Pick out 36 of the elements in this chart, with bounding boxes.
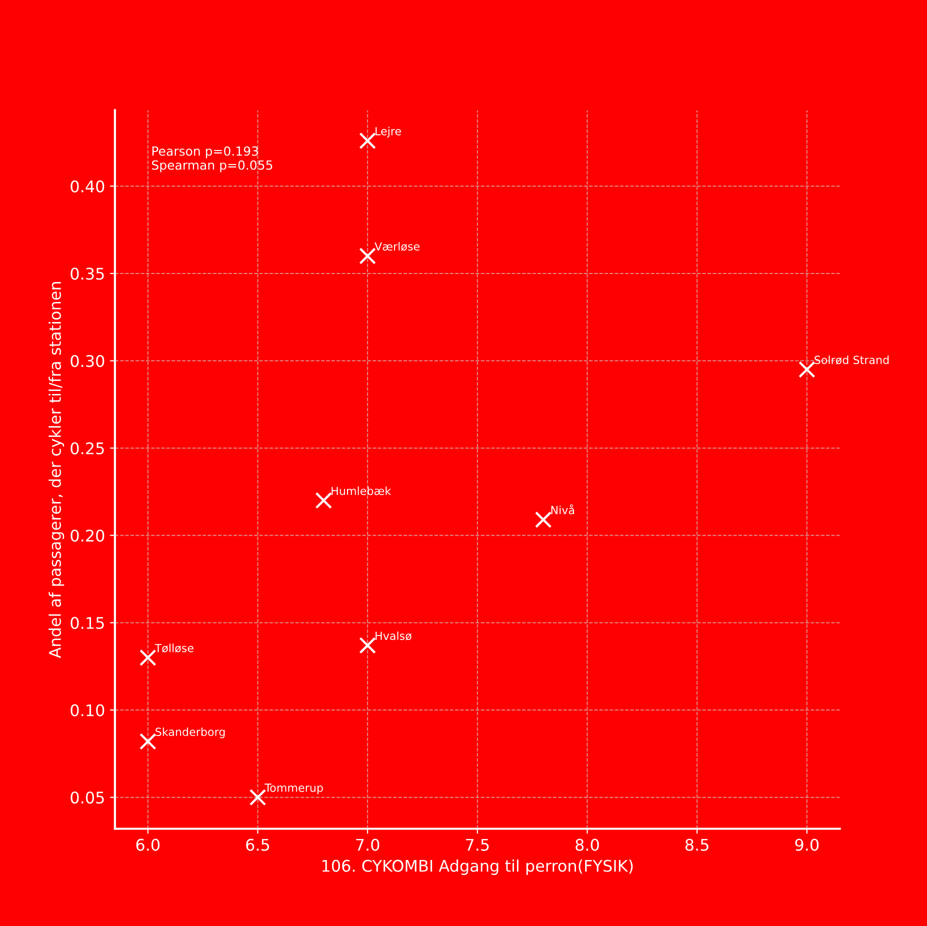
annotation: Lejre [376, 126, 401, 138]
x-axis-title: 106. CYKOMBI Adgang til perron(FYSIK) [322, 860, 633, 875]
x-tick-label: 6.5 [246, 838, 270, 851]
y-tick-label: 0.40 [70, 180, 104, 192]
point [798, 361, 816, 378]
x-tick-label: 8.0 [576, 838, 599, 851]
point [359, 637, 376, 654]
point [140, 733, 156, 750]
y-tick-label: 0.25 [70, 442, 104, 454]
x-tick-label: 6.0 [136, 838, 160, 851]
annotation: Hvalsø [376, 631, 412, 640]
x-tick-label: 8.5 [685, 838, 708, 851]
annotation: Tommerup [264, 784, 323, 794]
y-tick-label: 0.05 [70, 792, 104, 804]
y-tick-label: 0.30 [70, 354, 104, 368]
point [534, 511, 552, 528]
annotation: Værløse [374, 242, 420, 251]
annotation: Pearson p=0.193 Spearman p=0.055 [152, 146, 272, 172]
x-tick-label: 7.5 [466, 838, 489, 851]
y-tick-label: 0.35 [70, 268, 104, 280]
x-tick-label: 7.0 [356, 838, 380, 851]
point [315, 492, 332, 509]
point [249, 788, 266, 806]
annotation: Solrød Strand [814, 356, 889, 364]
point [140, 649, 156, 666]
x-tick-label: 9.0 [795, 838, 819, 851]
annotation: Nivå [551, 504, 574, 514]
y-tick-label: 0.15 [70, 616, 104, 630]
annotation: Tølløse [154, 644, 194, 653]
point [359, 132, 376, 150]
y-tick-label: 0.20 [70, 530, 104, 542]
annotation: Humlebæk [332, 486, 392, 496]
y-axis-title: Andel af passagerer, der cykler til/fra stationen [48, 282, 64, 658]
annotation: Skanderborg [156, 727, 225, 738]
point [359, 248, 376, 264]
y-tick-label: 0.10 [70, 704, 104, 716]
